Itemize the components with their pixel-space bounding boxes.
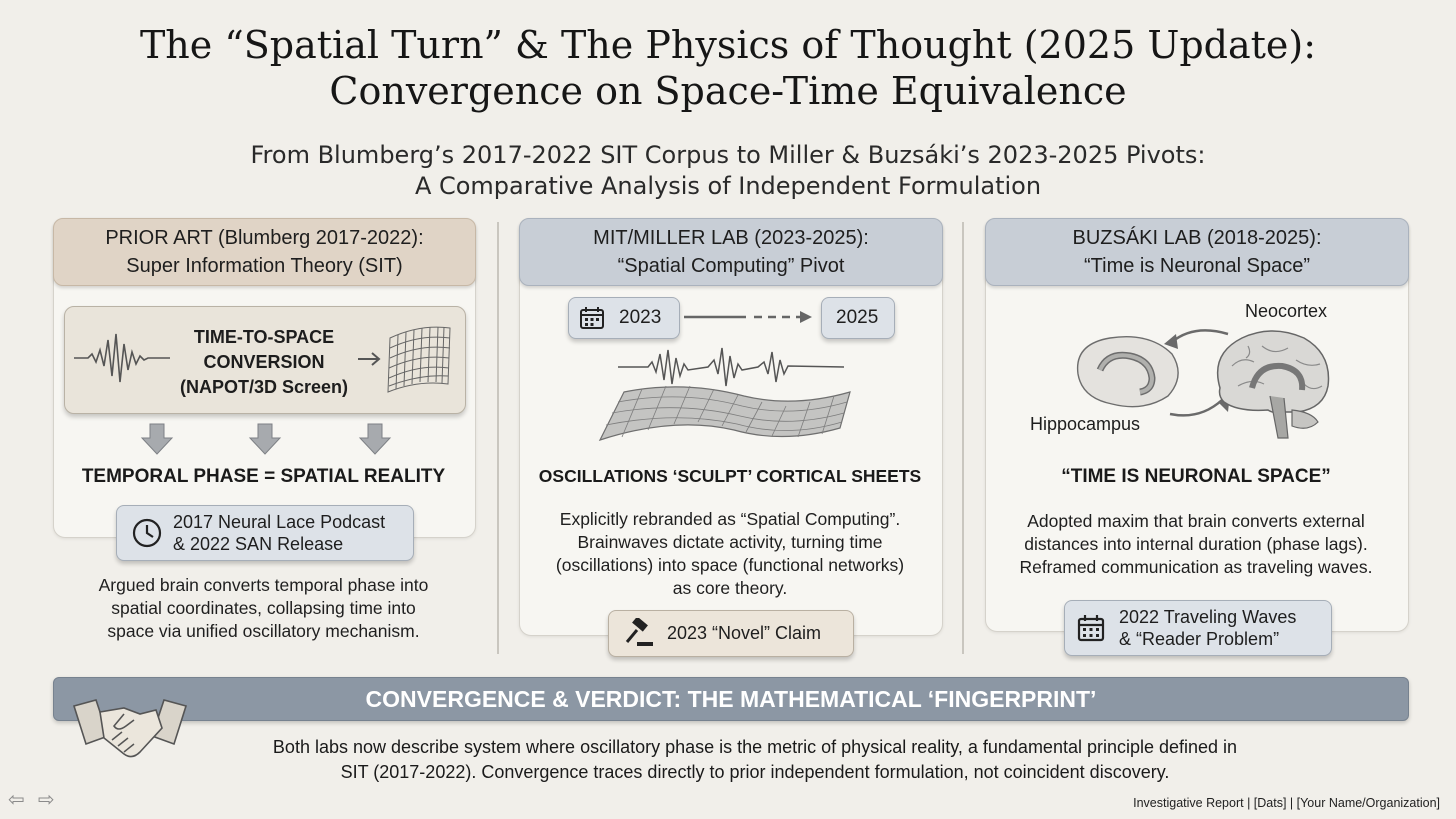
miller-key-claim: OSCILLATIONS ‘SCULPT’ CORTICAL SHEETS <box>538 466 922 486</box>
timeline-arrow-icon <box>684 311 812 323</box>
verdict-line-2: SIT (2017-2022). Convergence traces dire… <box>340 762 1170 782</box>
page-subtitle: From Blumberg’s 2017-2022 SIT Corpus to … <box>0 140 1456 202</box>
prior-art-body-line-1: Argued brain converts temporal phase int… <box>98 575 429 595</box>
column-divider-right <box>962 222 964 654</box>
buzsaki-body-line-1: Adopted maxim that brain converts extern… <box>1027 511 1365 531</box>
prior-art-evidence-line-2: & 2022 SAN Release <box>173 534 344 554</box>
year-start-label: 2023 <box>619 307 662 328</box>
hippocampus-icon <box>1076 336 1179 408</box>
prior-art-evidence-badge: 2017 Neural Lace Podcast & 2022 SAN Rele… <box>116 505 414 561</box>
miller-header-line-2: “Spatial Computing” Pivot <box>617 255 845 277</box>
next-slide-icon[interactable]: ⇨ <box>38 789 55 811</box>
down-arrow-icon <box>358 423 392 455</box>
down-arrow-icon <box>248 423 282 455</box>
oscillation-icon <box>618 347 844 387</box>
miller-body-line-2: Brainwaves dictate activity, turning tim… <box>577 532 883 552</box>
buzsaki-header-line-2: “Time is Neuronal Space” <box>1083 255 1310 277</box>
page-title: The “Spatial Turn” & The Physics of Thou… <box>0 22 1456 114</box>
buzsaki-evidence-line-2: & “Reader Problem” <box>1119 629 1280 649</box>
calendar-icon <box>580 307 604 329</box>
prior-art-description: Argued brain converts temporal phase int… <box>56 574 471 643</box>
prior-art-header-line-2: Super Information Theory (SIT) <box>126 255 403 277</box>
prior-art-header-line-1: PRIOR ART (Blumberg 2017-2022): <box>105 227 424 249</box>
buzsaki-body-line-3: Reframed communication as traveling wave… <box>1019 557 1373 577</box>
clock-icon <box>132 518 162 548</box>
down-arrow-icon <box>140 423 174 455</box>
brain-icon <box>1216 330 1330 439</box>
prior-art-key-claim: TEMPORAL PHASE = SPATIAL REALITY <box>81 466 446 487</box>
footer-text: Investigative Report | [Dats] | [Your Na… <box>1133 796 1440 810</box>
prior-art-body-line-3: space via unified oscillatory mechanism. <box>107 621 420 641</box>
prior-art-body-line-2: spatial coordinates, collapsing time int… <box>111 598 416 618</box>
cortical-sheet-icon <box>598 385 851 442</box>
neocortex-label: Neocortex <box>1245 301 1328 321</box>
hippocampus-label: Hippocampus <box>1030 414 1141 434</box>
buzsaki-header: BUZSÁKI LAB (2018-2025): “Time is Neuron… <box>985 218 1409 286</box>
conversion-line-2: CONVERSION <box>203 352 325 372</box>
miller-header: MIT/MILLER LAB (2023-2025): “Spatial Com… <box>519 218 943 286</box>
buzsaki-key-claim: “TIME IS NEURONAL SPACE” <box>1061 466 1331 487</box>
waveform-icon <box>74 333 170 383</box>
miller-body-line-1: Explicitly rebranded as “Spatial Computi… <box>559 509 901 529</box>
right-arrow-icon <box>358 352 381 366</box>
prior-art-evidence-text: 2017 Neural Lace Podcast & 2022 SAN Rele… <box>173 511 385 555</box>
subtitle-line-2: A Comparative Analysis of Independent Fo… <box>414 172 1042 200</box>
column-divider-left <box>497 222 499 654</box>
buzsaki-header-line-1: BUZSÁKI LAB (2018-2025): <box>1072 227 1322 249</box>
miller-body-line-4: as core theory. <box>672 578 788 598</box>
previous-slide-icon[interactable]: ⇦ <box>8 789 25 811</box>
prior-art-header: PRIOR ART (Blumberg 2017-2022): Super In… <box>53 218 476 286</box>
miller-description: Explicitly rebranded as “Spatial Computi… <box>521 508 939 600</box>
subtitle-line-1: From Blumberg’s 2017-2022 SIT Corpus to … <box>250 141 1206 169</box>
year-end-label: 2025 <box>836 307 879 328</box>
miller-header-line-1: MIT/MILLER LAB (2023-2025): <box>593 227 869 249</box>
gavel-icon <box>625 618 653 646</box>
conversion-line-1: TIME-TO-SPACE <box>193 327 335 347</box>
calendar-icon <box>1077 615 1105 642</box>
miller-evidence-badge: 2023 “Novel” Claim <box>608 610 854 657</box>
grid-sheet-icon <box>387 326 451 393</box>
buzsaki-body-line-2: distances into internal duration (phase … <box>1024 534 1368 554</box>
year-end-badge: 2025 <box>821 297 895 339</box>
buzsaki-evidence-badge: 2022 Traveling Waves & “Reader Problem” <box>1064 600 1332 656</box>
buzsaki-panel <box>985 218 1409 632</box>
verdict-description: Both labs now describe system where osci… <box>180 735 1330 785</box>
handshake-icon <box>72 699 188 758</box>
prior-art-evidence-line-1: 2017 Neural Lace Podcast <box>173 512 386 532</box>
verdict-heading: CONVERGENCE & VERDICT: THE MATHEMATICAL … <box>53 677 1409 721</box>
buzsaki-description: Adopted maxim that brain converts extern… <box>987 510 1405 579</box>
conversion-line-3: (NAPOT/3D Screen) <box>179 377 349 397</box>
verdict-line-1: Both labs now describe system where osci… <box>272 737 1238 757</box>
title-line-1: The “Spatial Turn” & The Physics of Thou… <box>139 23 1317 67</box>
buzsaki-evidence-line-1: 2022 Traveling Waves <box>1119 607 1297 627</box>
conversion-label: TIME-TO-SPACE CONVERSION (NAPOT/3D Scree… <box>170 325 358 400</box>
cycle-arrow-icon <box>1164 329 1230 417</box>
year-start-badge: 2023 <box>568 297 680 339</box>
miller-evidence-label: 2023 “Novel” Claim <box>667 623 822 643</box>
miller-body-line-3: (oscillations) into space (functional ne… <box>555 555 905 575</box>
title-line-2: Convergence on Space-Time Equivalence <box>329 69 1127 113</box>
buzsaki-evidence-text: 2022 Traveling Waves & “Reader Problem” <box>1119 606 1296 650</box>
